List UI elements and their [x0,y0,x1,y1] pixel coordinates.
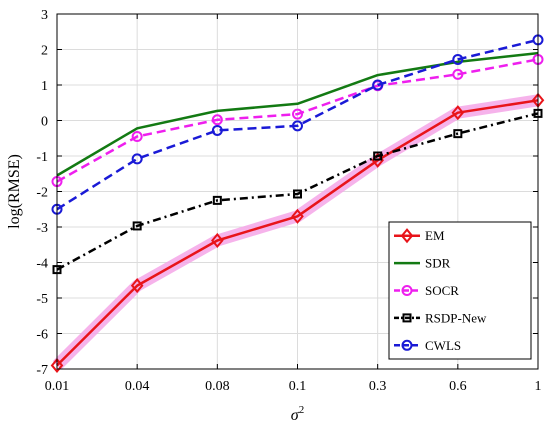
y-tick-label: 1 [41,79,48,94]
x-axis-title-superscript: 2 [299,404,305,416]
data-point-rsdp-new [293,189,302,199]
data-point-socr [211,114,223,126]
data-point-em [211,232,224,249]
legend-entry-cwls: CWLS [394,338,461,353]
x-tick-label: 0.08 [205,379,230,394]
data-point-cwls [292,120,303,132]
data-point-em [130,278,144,294]
legend-label-sdr: SDR [425,256,451,271]
y-tick-label: -3 [36,221,48,236]
legend-label-em: EM [425,228,445,243]
y-tick-label: 0 [41,115,48,130]
y-tick-label: -5 [36,292,48,307]
legend-entry-em: EM [394,228,445,244]
x-tick-label: 1 [535,379,542,394]
y-tick-label: -6 [36,328,48,343]
legend-label-cwls: CWLS [425,338,461,353]
data-point-cwls [372,79,384,91]
y-tick-label: -2 [36,186,48,201]
data-point-em [291,208,304,224]
x-tick-label: 0.04 [125,379,150,394]
legend-entry-socr: SOCR [394,283,459,298]
y-tick-label: -4 [36,257,48,272]
series-cwls [51,34,544,215]
x-tick-label: 0.3 [369,379,387,394]
axis-ticks [56,13,539,370]
x-tick-label: 0.6 [449,379,467,394]
x-tick-labels: 0.01 0.04 0.08 0.1 0.3 0.6 1 [45,379,542,394]
data-point-rsdp-new [453,129,463,139]
data-point-rsdp-new [212,195,222,205]
grid-lines [57,14,538,369]
legend-label-rsdp-new: RSDP-New [425,310,487,325]
legend-entry-sdr: SDR [394,256,451,271]
series-line-sdr [56,51,539,177]
x-axis-title: σ2 [291,404,304,424]
legend: EM SDR SOCR RSDP-New CWLS [388,221,532,360]
series-line-cwls [56,38,539,211]
data-point-socr [131,130,143,142]
data-point-em [50,357,64,374]
data-point-em [451,105,465,121]
series-line-em [56,99,539,367]
series-sdr [56,51,539,177]
legend-entry-rsdp-new: RSDP-New [394,310,487,325]
y-tick-label: 3 [41,8,48,23]
legend-label-socr: SOCR [425,283,459,298]
y-tick-label: 2 [41,44,48,59]
legend-marker-socr [401,285,413,296]
y-axis-title: log(RMSE) [6,154,23,229]
series-line-socr [56,58,539,183]
y-tick-label: -7 [36,363,48,378]
data-point-rsdp-new [132,221,142,231]
y-tick-labels: -7 -6 -5 -4 -3 -2 -1 0 1 2 3 [36,8,48,378]
series-lines [50,34,545,374]
legend-marker-cwls [401,339,413,351]
y-tick-label: -1 [36,150,48,165]
data-point-cwls [211,124,223,136]
x-tick-label: 0.01 [45,379,70,394]
series-line-rsdp-new [56,112,539,271]
data-point-rsdp-new [373,151,383,161]
x-axis-title-base: σ [291,407,300,424]
x-tick-label: 0.1 [289,379,307,394]
legend-marker-em [400,228,414,244]
data-point-cwls [452,53,464,65]
legend-marker-rsdp-new [402,313,412,323]
data-point-socr [452,68,464,80]
data-point-socr [292,108,303,120]
data-point-cwls [131,153,143,165]
